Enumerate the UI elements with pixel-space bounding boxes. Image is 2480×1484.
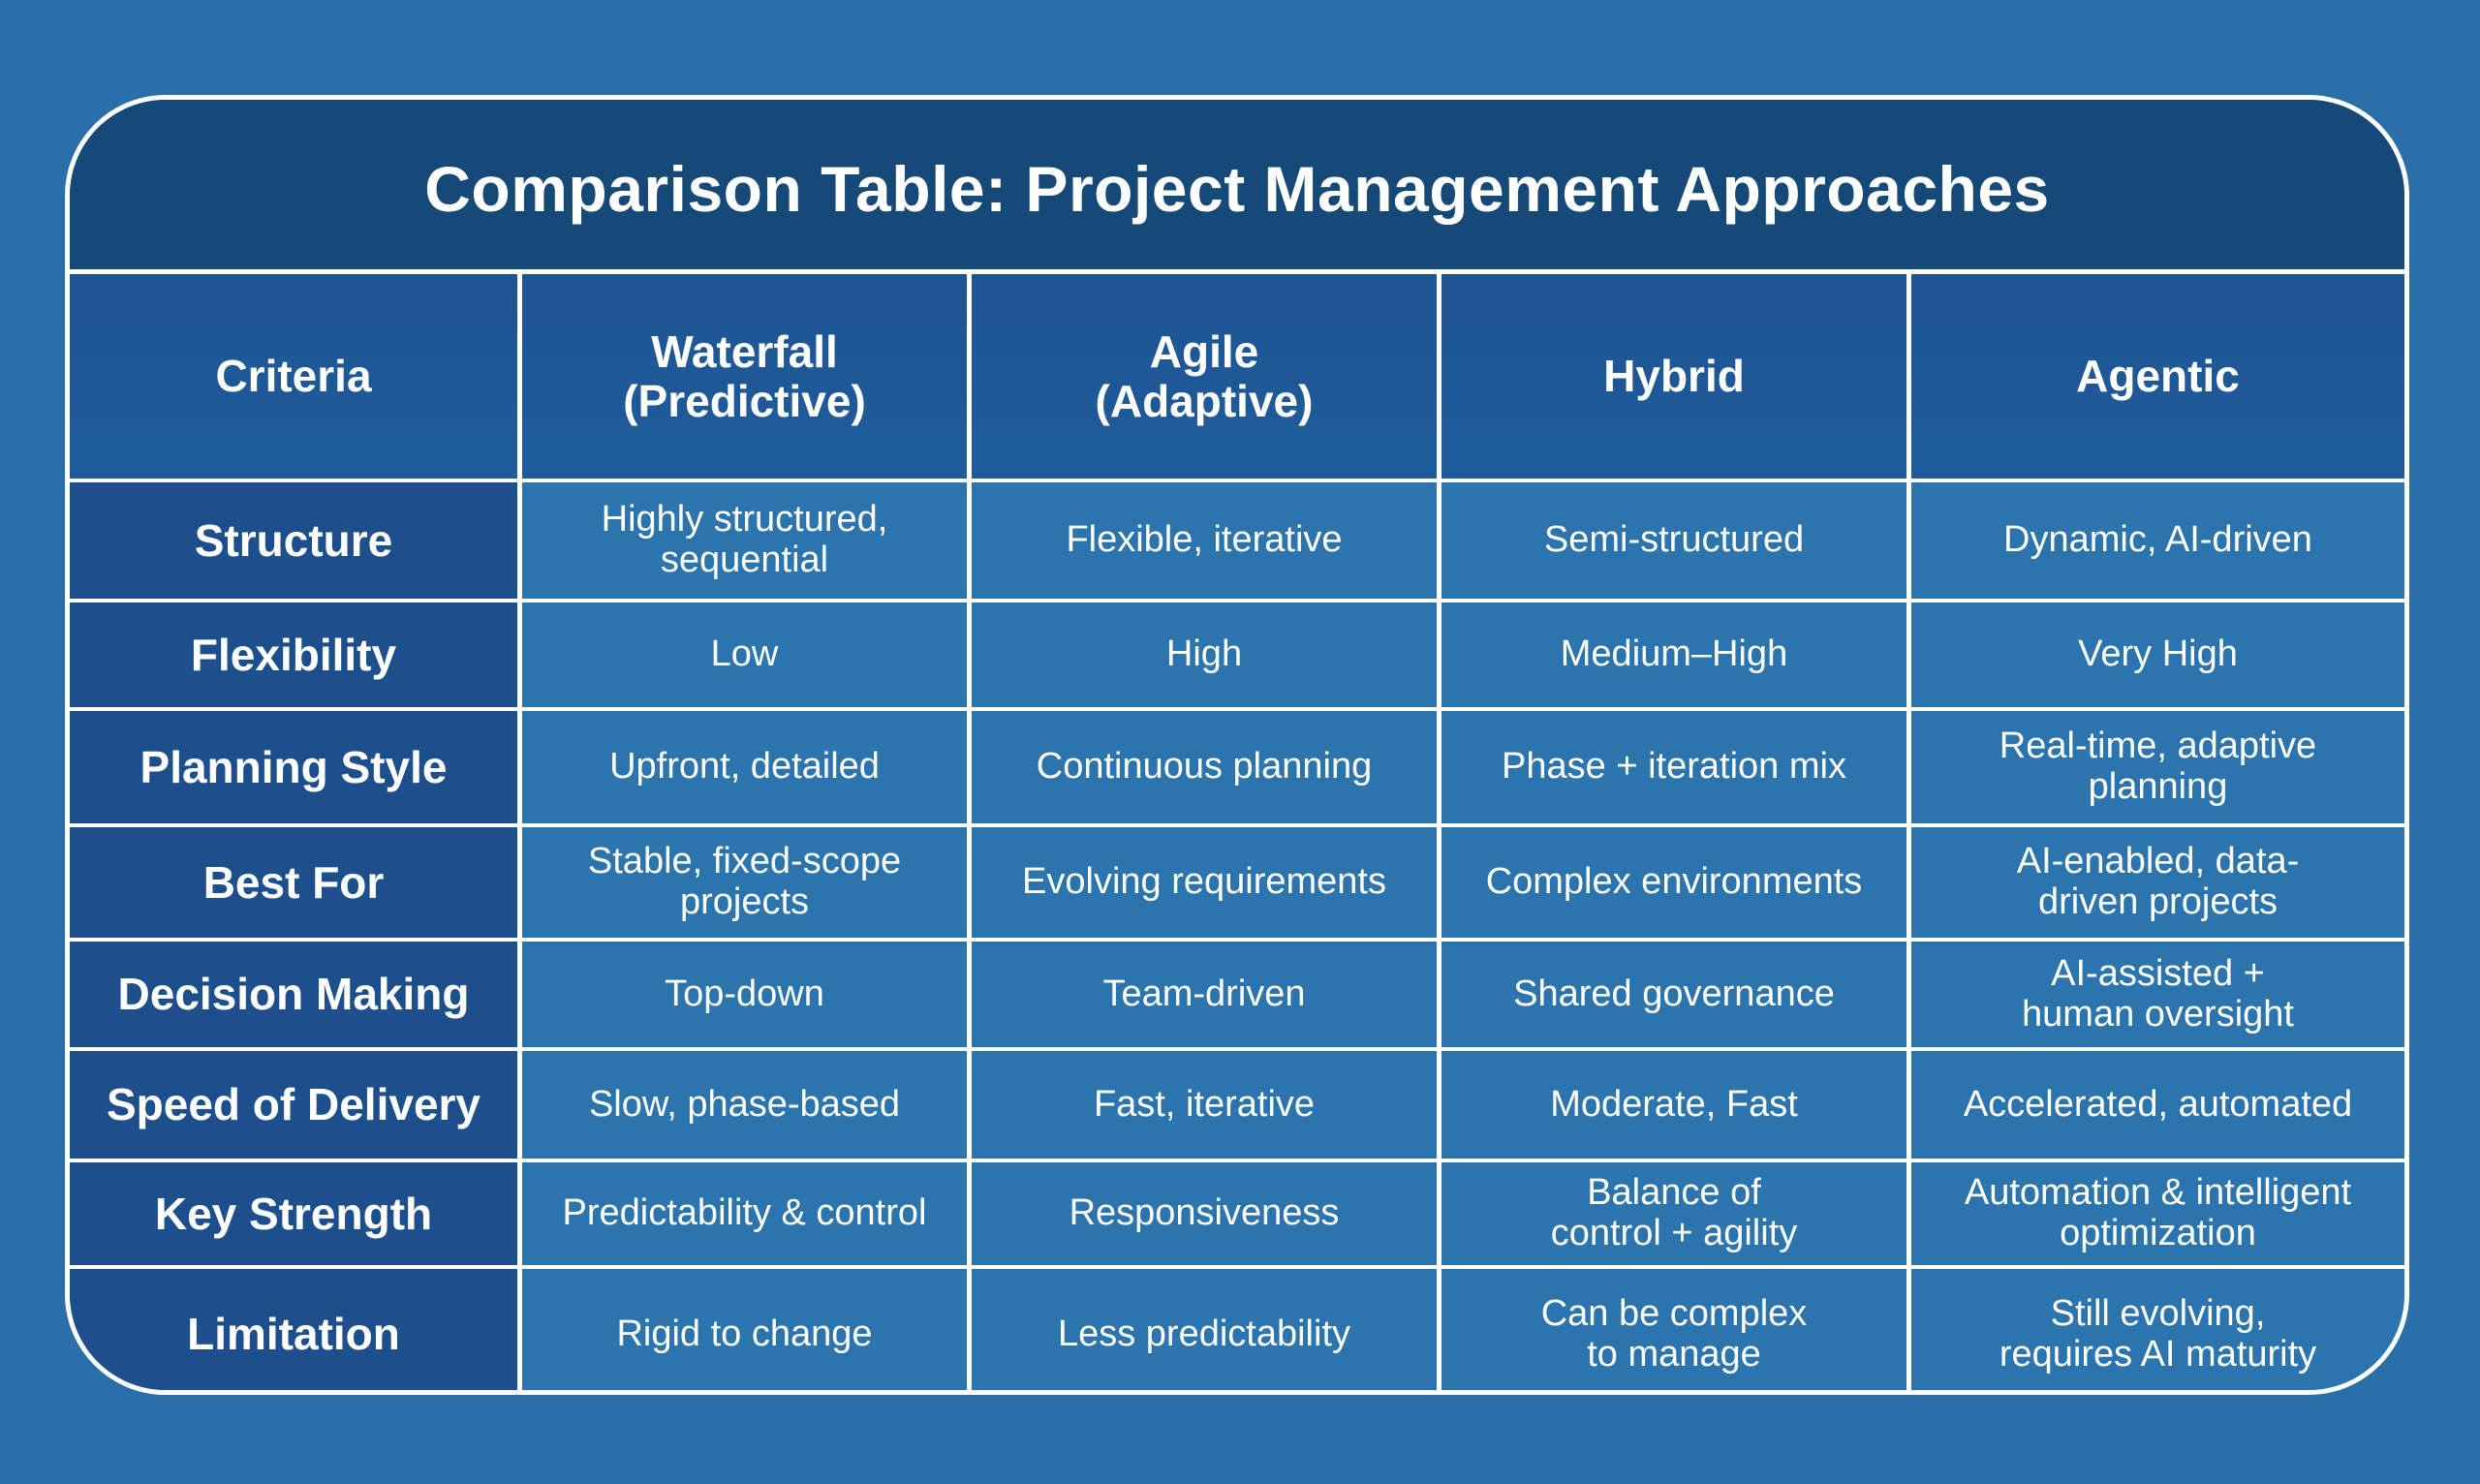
cell-decision-agentic: AI-assisted + human oversight <box>1911 942 2404 1051</box>
row-criterion-speed-of-delivery: Speed of Delivery <box>70 1051 522 1162</box>
cell-decision-agile: Team-driven <box>972 942 1442 1051</box>
cell-speed-agile: Fast, iterative <box>972 1051 1442 1162</box>
comparison-table-card: Comparison Table: Project Management App… <box>65 95 2409 1395</box>
cell-limitation-waterfall: Rigid to change <box>522 1269 972 1390</box>
cell-limitation-agile: Less predictability <box>972 1269 1442 1390</box>
cell-flexibility-hybrid: Medium–High <box>1442 603 1911 711</box>
cell-planning-hybrid: Phase + iteration mix <box>1442 711 1911 827</box>
cell-planning-waterfall: Upfront, detailed <box>522 711 972 827</box>
cell-speed-hybrid: Moderate, Fast <box>1442 1051 1911 1162</box>
cell-speed-agentic: Accelerated, automated <box>1911 1051 2404 1162</box>
cell-decision-hybrid: Shared governance <box>1442 942 1911 1051</box>
cell-decision-waterfall: Top-down <box>522 942 972 1051</box>
row-criterion-structure: Structure <box>70 482 522 603</box>
header-criteria: Criteria <box>70 274 522 482</box>
row-criterion-flexibility: Flexibility <box>70 603 522 711</box>
header-waterfall: Waterfall (Predictive) <box>522 274 972 482</box>
row-criterion-decision-making: Decision Making <box>70 942 522 1051</box>
cell-strength-agentic: Automation & intelligent optimization <box>1911 1162 2404 1269</box>
cell-strength-hybrid: Balance of control + agility <box>1442 1162 1911 1269</box>
row-criterion-key-strength: Key Strength <box>70 1162 522 1269</box>
cell-bestfor-hybrid: Complex environments <box>1442 827 1911 942</box>
row-criterion-planning-style: Planning Style <box>70 711 522 827</box>
cell-structure-waterfall: Highly structured, sequential <box>522 482 972 603</box>
cell-strength-waterfall: Predictability & control <box>522 1162 972 1269</box>
cell-limitation-hybrid: Can be complex to manage <box>1442 1269 1911 1390</box>
table-title: Comparison Table: Project Management App… <box>424 152 2050 225</box>
cell-flexibility-agile: High <box>972 603 1442 711</box>
header-agentic: Agentic <box>1911 274 2404 482</box>
cell-flexibility-agentic: Very High <box>1911 603 2404 711</box>
cell-planning-agentic: Real-time, adaptive planning <box>1911 711 2404 827</box>
title-bar: Comparison Table: Project Management App… <box>70 100 2404 274</box>
comparison-table: Criteria Waterfall (Predictive) Agile (A… <box>70 274 2404 1390</box>
cell-flexibility-waterfall: Low <box>522 603 972 711</box>
cell-structure-hybrid: Semi-structured <box>1442 482 1911 603</box>
cell-structure-agentic: Dynamic, AI-driven <box>1911 482 2404 603</box>
row-criterion-limitation: Limitation <box>70 1269 522 1390</box>
cell-structure-agile: Flexible, iterative <box>972 482 1442 603</box>
header-agile: Agile (Adaptive) <box>972 274 1442 482</box>
cell-strength-agile: Responsiveness <box>972 1162 1442 1269</box>
cell-bestfor-agentic: AI-enabled, data- driven projects <box>1911 827 2404 942</box>
header-hybrid: Hybrid <box>1442 274 1911 482</box>
row-criterion-best-for: Best For <box>70 827 522 942</box>
cell-speed-waterfall: Slow, phase-based <box>522 1051 972 1162</box>
cell-bestfor-waterfall: Stable, fixed-scope projects <box>522 827 972 942</box>
cell-limitation-agentic: Still evolving, requires AI maturity <box>1911 1269 2404 1390</box>
cell-planning-agile: Continuous planning <box>972 711 1442 827</box>
cell-bestfor-agile: Evolving requirements <box>972 827 1442 942</box>
